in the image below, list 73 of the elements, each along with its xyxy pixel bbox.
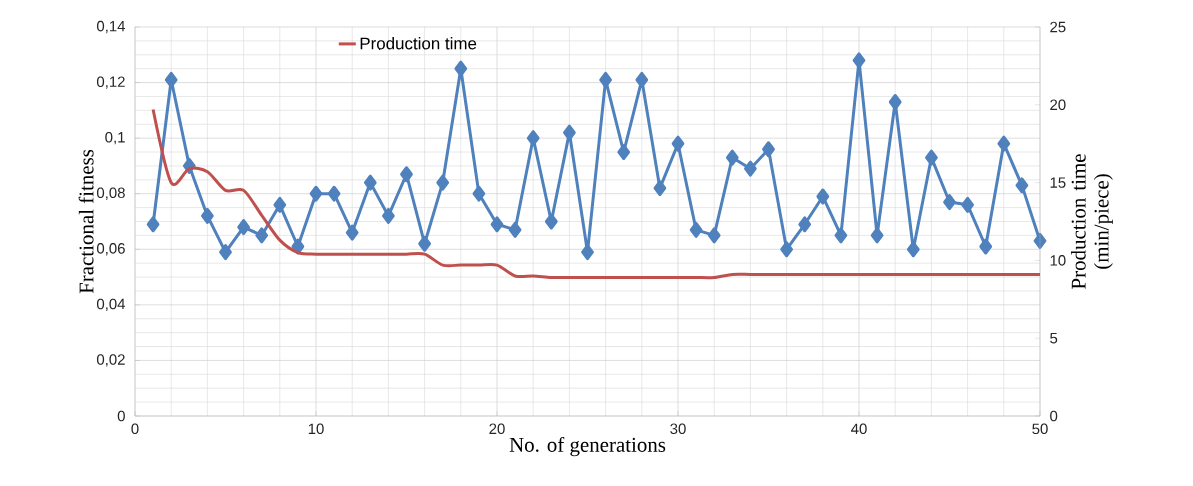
point — [418, 235, 431, 252]
point — [689, 221, 703, 238]
point — [744, 160, 757, 177]
y2-axis-title: Production time (min/piece) — [1070, 154, 1113, 289]
point — [400, 166, 413, 183]
point — [382, 207, 395, 224]
point — [906, 241, 920, 258]
point — [291, 238, 305, 255]
point — [870, 227, 884, 244]
y-tick-label: 0,04 — [96, 298, 126, 312]
point — [345, 224, 359, 241]
point — [852, 52, 866, 69]
point — [1015, 177, 1029, 194]
x-tick-label: 10 — [308, 423, 324, 435]
point — [454, 60, 468, 77]
point — [363, 174, 377, 191]
point — [997, 135, 1011, 152]
point — [798, 216, 812, 233]
point — [943, 194, 956, 211]
point — [563, 124, 576, 141]
y-tick-label: 0,02 — [96, 354, 125, 367]
point — [146, 216, 160, 233]
point — [617, 144, 631, 161]
point — [201, 207, 214, 224]
point — [707, 227, 721, 244]
y2-tick-label: 20 — [1050, 99, 1066, 111]
point — [273, 196, 287, 213]
point — [979, 238, 993, 255]
y2-tick-label: 25 — [1050, 21, 1066, 33]
point — [671, 135, 685, 152]
point — [544, 213, 558, 230]
point — [961, 196, 974, 213]
y-axis-title: Fractional fitness — [78, 149, 94, 294]
x-tick-label: 40 — [851, 423, 867, 435]
point — [309, 185, 323, 202]
point — [472, 185, 486, 202]
point — [599, 71, 612, 88]
x-tick-label: 30 — [670, 423, 686, 435]
point — [237, 219, 250, 236]
y-tick-label: 0,06 — [96, 243, 125, 256]
x-tick-label: 50 — [1032, 423, 1048, 435]
point — [888, 94, 902, 111]
point — [526, 130, 540, 147]
point — [327, 185, 341, 202]
y-tick-label: 0 — [117, 410, 125, 422]
point — [834, 227, 848, 244]
point — [816, 188, 830, 205]
point — [490, 216, 504, 233]
point — [581, 244, 594, 261]
y2-tick-label: 15 — [1050, 177, 1066, 188]
point — [780, 241, 793, 258]
point — [164, 71, 178, 88]
legend-label: Production time — [360, 37, 477, 50]
x-tick-label: 0 — [131, 423, 139, 435]
point — [219, 244, 232, 261]
point — [653, 180, 667, 197]
x-tick-label: 20 — [489, 423, 505, 435]
y2-tick-label: 10 — [1050, 255, 1066, 266]
point — [725, 149, 739, 166]
y-tick-label: 0,12 — [96, 76, 125, 89]
point — [925, 149, 938, 166]
point — [762, 141, 775, 158]
x-axis-title: No. of generations — [509, 436, 666, 457]
line-series — [151, 107, 1042, 280]
y2-tick-label: 0 — [1050, 410, 1058, 422]
point — [635, 71, 649, 88]
point — [436, 174, 450, 191]
y-tick-label: 0,08 — [96, 187, 125, 200]
y2-tick-label: 5 — [1050, 332, 1058, 344]
y-tick-label: 0,14 — [96, 20, 126, 34]
point — [508, 221, 522, 238]
point — [255, 227, 269, 244]
y-tick-label: 0,1 — [105, 131, 125, 145]
